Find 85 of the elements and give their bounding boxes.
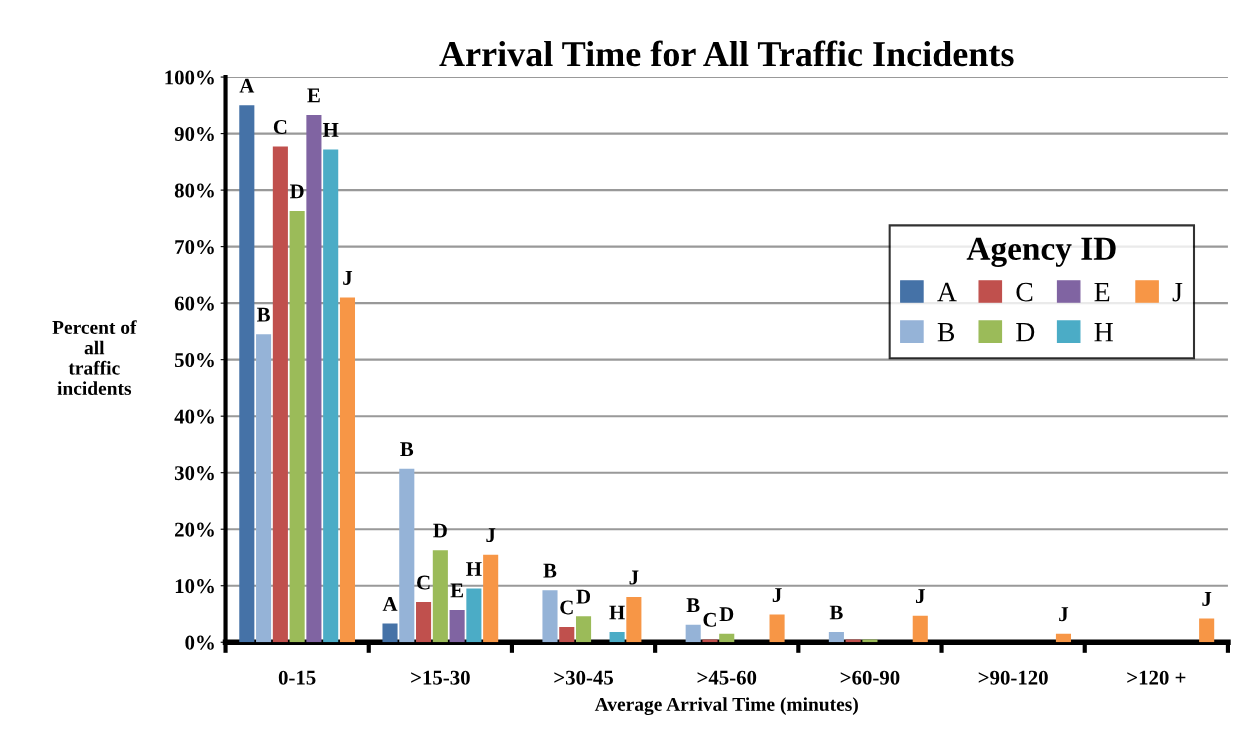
legend-label: D <box>1016 323 1035 342</box>
legend-label: J <box>1172 282 1183 302</box>
bar <box>542 590 558 643</box>
bar <box>769 614 785 643</box>
y-tick-label: 50% <box>174 353 214 368</box>
data-label: B <box>829 605 843 620</box>
bar <box>432 550 448 643</box>
bar <box>483 554 499 643</box>
bar <box>382 623 398 643</box>
legend-label: E <box>1094 282 1110 302</box>
y-tick-label: 100% <box>165 70 214 85</box>
legend-label: B <box>937 323 955 342</box>
data-label: B <box>686 598 700 613</box>
data-label: C <box>703 612 716 627</box>
bar <box>1055 633 1072 643</box>
data-label: J <box>772 588 782 602</box>
y-tick-label: 90% <box>174 126 214 142</box>
bar <box>685 624 701 643</box>
chart-title: Arrival Time for All Traffic Incidents <box>439 40 1014 67</box>
data-label: A <box>239 78 255 93</box>
y-tick-label: 80% <box>174 183 214 198</box>
data-label: J <box>343 271 353 285</box>
bar <box>702 639 718 643</box>
y-tick-label: 30% <box>174 466 214 481</box>
bar <box>256 334 272 643</box>
y-tick-label: 10% <box>175 579 214 594</box>
data-label: H <box>609 605 625 620</box>
data-label: C <box>273 120 287 135</box>
data-label: C <box>417 575 430 590</box>
bar <box>399 468 415 643</box>
data-label: J <box>1059 607 1069 622</box>
data-label: J <box>1202 592 1212 606</box>
legend-label: A <box>937 282 957 302</box>
bar <box>559 626 575 643</box>
bar <box>912 615 928 643</box>
bar <box>272 146 288 643</box>
data-label: C <box>560 600 573 615</box>
bar <box>416 602 432 643</box>
data-label: H <box>322 123 339 137</box>
y-tick-label: 70% <box>175 240 214 255</box>
data-label: E <box>450 583 463 598</box>
bar <box>466 588 482 643</box>
data-label: E <box>307 88 320 103</box>
bar <box>609 632 625 643</box>
data-label: D <box>576 589 591 604</box>
data-label: D <box>289 184 304 199</box>
bar <box>845 639 861 643</box>
y-tick-label: 40% <box>174 409 214 424</box>
bar <box>323 149 339 643</box>
x-axis-title: Average Arrival Time (minutes) <box>594 697 858 716</box>
bar <box>1199 618 1215 643</box>
y-tick-label: 0% <box>185 635 214 650</box>
x-tick-label: >90-120 <box>978 670 1048 685</box>
bar <box>828 632 844 643</box>
legend-label: C <box>1016 282 1033 302</box>
y-tick-label: 20% <box>175 522 214 537</box>
x-tick-label: 0-15 <box>278 670 316 685</box>
bar <box>719 633 735 643</box>
bar <box>862 639 878 643</box>
bar <box>339 297 356 643</box>
x-tick-label: >60-90 <box>840 670 900 685</box>
bar <box>575 616 592 643</box>
bar <box>449 610 465 643</box>
data-label: D <box>719 607 734 622</box>
data-label: J <box>915 589 925 604</box>
y-tick-label: 60% <box>174 296 214 311</box>
x-tick-label: >30-45 <box>554 670 614 685</box>
data-label: H <box>466 562 482 576</box>
x-tick-label: >15-30 <box>411 670 470 685</box>
data-label: A <box>382 597 398 611</box>
legend-label: H <box>1094 323 1113 342</box>
x-tick-label: >45-60 <box>697 670 757 685</box>
bar <box>239 105 255 643</box>
data-label: B <box>543 563 557 578</box>
data-label: J <box>629 570 639 585</box>
bar <box>289 211 305 643</box>
x-tick-label: >120 + <box>1127 670 1186 685</box>
data-label: B <box>400 442 414 457</box>
legend-title: Agency ID <box>966 237 1116 267</box>
data-label: J <box>486 528 496 543</box>
bar <box>626 597 642 643</box>
y-axis-title: Percent of all traffic incidents <box>52 320 137 396</box>
data-label: D <box>433 523 447 538</box>
data-label: B <box>256 307 270 322</box>
bar <box>306 114 322 643</box>
